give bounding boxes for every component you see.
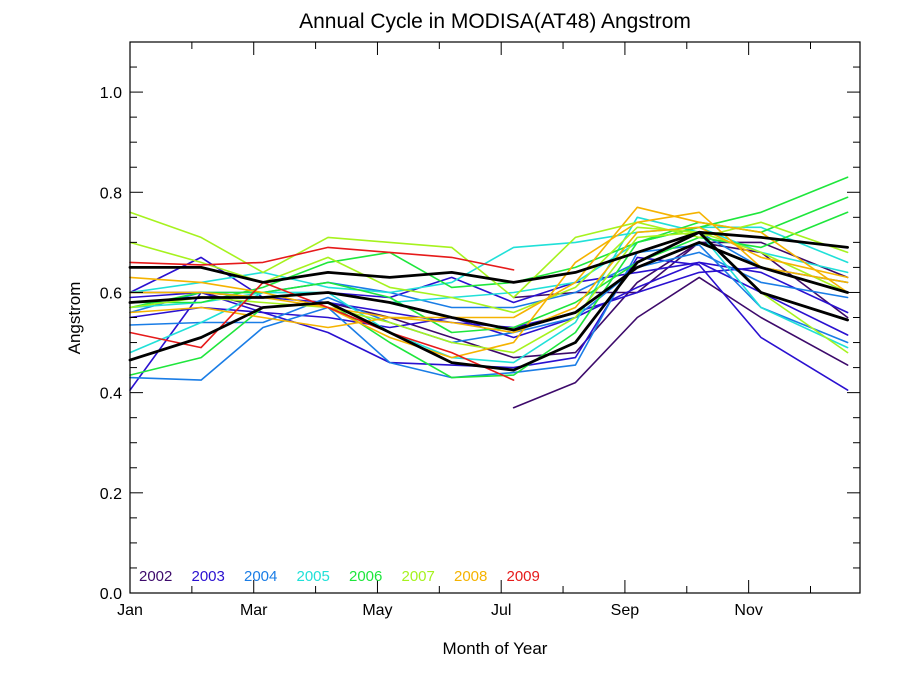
x-tick-label: May [362, 602, 392, 619]
series-line-25 [128, 241, 849, 332]
series-line-24 [128, 230, 849, 372]
legend-item-2002: 2002 [139, 568, 172, 585]
series-line-7 [129, 244, 849, 381]
series-line-8 [129, 251, 849, 344]
legend-item-2003: 2003 [192, 568, 225, 585]
series-line-23 [129, 281, 515, 381]
x-tick-label: Mar [240, 602, 268, 619]
x-tick-label: Sep [611, 602, 640, 619]
y-axis-label: Angstrom [65, 282, 84, 355]
series-line-10 [129, 216, 849, 364]
series-line-11 [129, 226, 849, 294]
y-tick-label: 0.8 [100, 185, 122, 202]
series-line-26 [128, 230, 849, 284]
legend-item-2006: 2006 [349, 568, 382, 585]
legend: 2002 2003 2004 2005 2006 2007 2008 2009 [139, 568, 540, 585]
legend-item-2008: 2008 [454, 568, 487, 585]
y-tick-label: 0.2 [100, 486, 122, 503]
y-tick-label: 0.4 [100, 386, 122, 403]
series-line-20 [129, 211, 849, 359]
series-line-22 [129, 246, 515, 271]
chart-title: Annual Cycle in MODISA(AT48) Angstrom [299, 10, 691, 33]
series-line-19 [129, 206, 849, 329]
legend-item-2007: 2007 [402, 568, 435, 585]
series-line-1 [512, 276, 849, 409]
x-tick-label: Jan [117, 602, 143, 619]
y-tick-label: 0.6 [100, 285, 122, 302]
legend-item-2009: 2009 [507, 568, 540, 585]
axes-layer: 0.0 0.2 0.4 0.6 0.8 1.0 Jan Mar May Jul Sep Nov [100, 41, 861, 619]
x-tick-label: Nov [734, 602, 762, 619]
legend-item-2004: 2004 [244, 568, 277, 585]
x-tick-label: Jul [491, 602, 511, 619]
y-tick-label: 1.0 [100, 85, 122, 102]
legend-item-2005: 2005 [297, 568, 330, 585]
y-tick-label: 0.0 [100, 586, 122, 603]
series-layer [128, 176, 849, 409]
x-axis-label: Month of Year [443, 639, 548, 658]
